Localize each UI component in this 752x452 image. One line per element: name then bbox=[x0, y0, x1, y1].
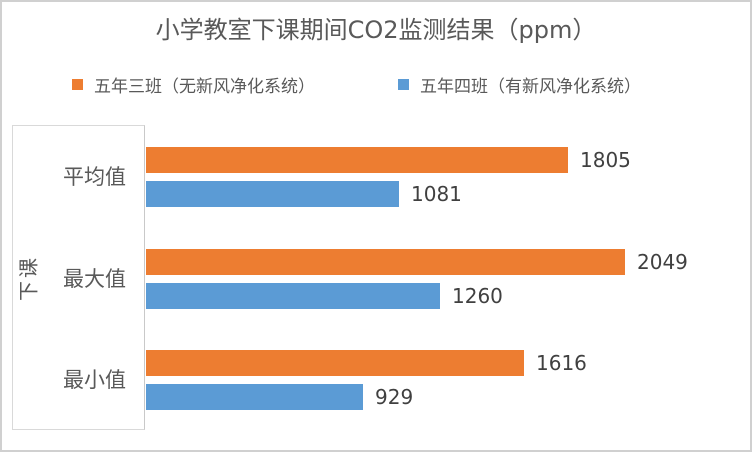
value-label-series2-cat2: 1260 bbox=[452, 283, 503, 308]
value-label-series2-cat1: 1081 bbox=[411, 182, 462, 206]
value-label-series1-cat1: 1805 bbox=[580, 148, 631, 172]
category-label-3: 最小值 bbox=[63, 368, 126, 393]
legend-item-series1: 五年三班（无新风净化系统） bbox=[72, 71, 315, 97]
legend-swatch-blue-icon bbox=[398, 78, 409, 90]
bar-series2-cat1 bbox=[146, 181, 399, 207]
value-label-series1-cat3: 1616 bbox=[536, 351, 587, 376]
bar-series2-cat3 bbox=[146, 384, 363, 411]
category-label-1: 平均值 bbox=[63, 165, 126, 189]
bar-series1-cat2 bbox=[146, 248, 625, 275]
chart-title: 小学教室下课期间CO2监测结果（ppm） bbox=[155, 16, 597, 44]
legend-label-series1: 五年三班（无新风净化系统） bbox=[94, 76, 315, 97]
bar-series2-cat2 bbox=[146, 282, 440, 309]
legend-swatch-orange-icon bbox=[72, 78, 83, 90]
category-axis-box bbox=[12, 125, 145, 430]
value-label-series1-cat2: 2049 bbox=[637, 249, 688, 274]
value-label-series2-cat3: 929 bbox=[375, 385, 414, 410]
category-label-2: 最大值 bbox=[63, 266, 126, 291]
bar-series1-cat3 bbox=[146, 350, 524, 377]
legend-label-series2: 五年四班（有新风净化系统） bbox=[420, 76, 641, 97]
bar-series1-cat1 bbox=[146, 147, 568, 173]
legend-item-series2: 五年四班（有新风净化系统） bbox=[398, 71, 641, 97]
